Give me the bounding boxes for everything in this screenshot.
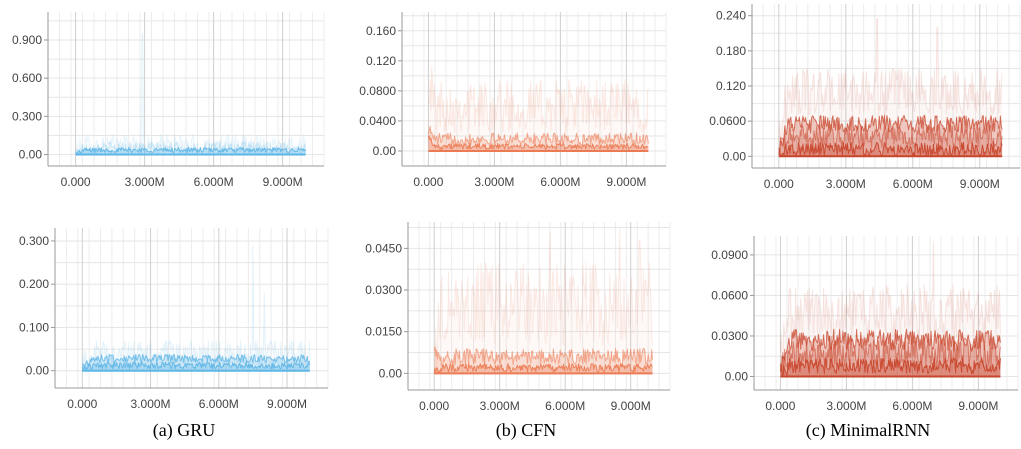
caption-cfn: (b) CFN xyxy=(495,420,557,440)
x-tick-label: 9.000M xyxy=(958,399,998,413)
x-tick-label: 0.000 xyxy=(764,177,794,191)
y-tick-label: 0.00 xyxy=(26,364,50,378)
x-tick-label: 6.000M xyxy=(194,175,234,189)
series-line xyxy=(778,18,1003,145)
y-tick-label: 0.00 xyxy=(379,366,403,380)
x-tick-label: 6.000M xyxy=(892,399,932,413)
chart-gru-bottom: 0.00 0.100 0.200 0.300 0.000 3.000M 6.000M 9.00… xyxy=(19,228,329,411)
series-area xyxy=(75,33,306,155)
y-tick-label: 0.100 xyxy=(19,320,49,334)
series-line xyxy=(427,125,649,146)
x-tick-label: 3.000M xyxy=(131,397,171,411)
y-tick-label: 0.120 xyxy=(716,79,746,93)
x-tick-label: 9.000M xyxy=(267,397,307,411)
x-tick-label: 9.000M xyxy=(606,175,646,189)
chart-cfn-top: 0.00 0.0400 0.0800 0.120 0.160 0.000 3.000M 6.0… xyxy=(359,12,667,189)
series-line xyxy=(778,123,1003,152)
x-tick-label: 0.000 xyxy=(61,175,91,189)
series-line xyxy=(427,65,649,135)
x-tick-label: 9.000M xyxy=(960,177,1000,191)
x-tick-label: 3.000M xyxy=(826,177,866,191)
series-area xyxy=(82,245,310,371)
x-tick-label: 0.000 xyxy=(419,399,449,413)
y-tick-label: 0.00 xyxy=(723,149,747,163)
y-tick-label: 0.300 xyxy=(19,234,49,248)
series-line xyxy=(778,114,1003,153)
series-area xyxy=(434,363,653,374)
x-tick-label: 6.000M xyxy=(199,397,239,411)
chart-gru-top: 0.00 0.300 0.600 0.900 0.000 3.000M 6.000M 9.00… xyxy=(12,12,325,189)
series-line xyxy=(427,135,649,150)
series-area xyxy=(428,66,649,151)
series-line xyxy=(779,240,1001,366)
x-tick-label: 0.000 xyxy=(765,399,795,413)
x-tick-label: 0.000 xyxy=(413,175,443,189)
y-tick-label: 0.0450 xyxy=(365,241,402,255)
series-area xyxy=(778,142,1003,157)
y-tick-label: 0.300 xyxy=(12,109,42,123)
y-tick-label: 0.00 xyxy=(725,369,749,383)
caption-minimalrnn: (c) MinimalRNN xyxy=(805,420,931,440)
series-line xyxy=(433,346,653,367)
x-tick-label: 3.000M xyxy=(125,175,165,189)
y-tick-label: 0.900 xyxy=(12,33,42,47)
x-tick-label: 6.000M xyxy=(540,175,580,189)
x-tick-label: 9.000M xyxy=(611,399,651,413)
series-line xyxy=(75,147,307,155)
y-tick-label: 0.0900 xyxy=(711,248,748,262)
y-tick-label: 0.0400 xyxy=(359,114,396,128)
y-tick-label: 0.00 xyxy=(373,144,397,158)
series-line xyxy=(82,353,311,368)
series-line xyxy=(780,335,1001,377)
x-tick-label: 9.000M xyxy=(263,175,303,189)
x-tick-label: 6.000M xyxy=(545,399,585,413)
y-tick-label: 0.0600 xyxy=(711,288,748,302)
series-line xyxy=(433,363,653,374)
x-tick-label: 3.000M xyxy=(826,399,866,413)
y-tick-label: 0.0800 xyxy=(359,84,396,98)
y-tick-label: 0.160 xyxy=(366,24,396,38)
series-area xyxy=(434,228,653,374)
y-tick-label: 0.0150 xyxy=(365,325,402,339)
chart-minimalrnn-top: 0.00 0.0600 0.120 0.180 0.240 0.000 3.000M 6.00… xyxy=(709,4,1021,191)
y-tick-label: 0.600 xyxy=(12,71,42,85)
y-tick-label: 0.120 xyxy=(366,54,396,68)
y-tick-label: 0.180 xyxy=(716,44,746,58)
series-line xyxy=(779,357,1001,376)
x-tick-label: 3.000M xyxy=(480,399,520,413)
series-line xyxy=(75,33,307,155)
series-line xyxy=(81,244,311,372)
y-tick-label: 0.0600 xyxy=(709,114,746,128)
chart-minimalrnn-bottom: 0.00 0.0300 0.0600 0.0900 0.000 3.000M 6.000M 9… xyxy=(711,236,1019,413)
caption-gru: (a) GRU xyxy=(152,420,216,440)
x-tick-label: 0.000 xyxy=(67,397,97,411)
series-line xyxy=(778,141,1003,157)
series-line xyxy=(434,228,653,374)
x-tick-label: 3.000M xyxy=(474,175,514,189)
x-tick-label: 6.000M xyxy=(893,177,933,191)
series-line xyxy=(81,361,311,372)
y-tick-label: 0.240 xyxy=(716,9,746,23)
chart-cfn-bottom: 0.00 0.0150 0.0300 0.0450 0.000 3.000M 6.000M 9… xyxy=(365,222,671,413)
series-area xyxy=(75,141,306,155)
y-tick-label: 0.200 xyxy=(19,277,49,291)
y-tick-label: 0.0300 xyxy=(711,329,748,343)
y-tick-label: 0.0300 xyxy=(365,283,402,297)
y-tick-label: 0.00 xyxy=(19,148,43,162)
